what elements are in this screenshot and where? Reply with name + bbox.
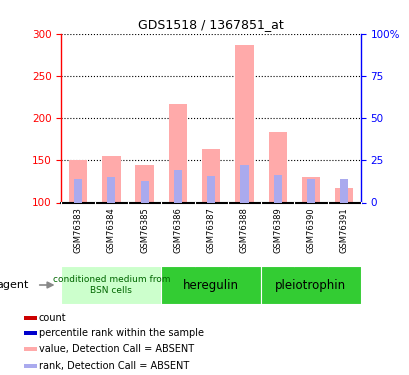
Bar [169, 104, 187, 202]
Bar [306, 179, 314, 203]
Text: conditioned medium from
BSN cells: conditioned medium from BSN cells [52, 275, 170, 295]
Bar [301, 177, 319, 203]
Bar [339, 179, 347, 203]
Bar [24, 363, 36, 368]
Text: GSM76386: GSM76386 [173, 208, 182, 254]
Text: GSM76387: GSM76387 [206, 208, 215, 254]
Bar [207, 176, 215, 203]
Text: GSM76385: GSM76385 [140, 208, 149, 254]
Text: GSM76383: GSM76383 [74, 208, 83, 254]
Text: pleiotrophin: pleiotrophin [275, 279, 346, 291]
Bar [69, 160, 87, 202]
Bar [107, 177, 115, 203]
Bar [334, 188, 353, 202]
Bar [74, 179, 82, 203]
Bar [261, 266, 360, 304]
Bar [240, 165, 248, 202]
Text: heregulin: heregulin [183, 279, 238, 291]
Bar [161, 266, 261, 304]
Bar [61, 266, 161, 304]
Bar [24, 331, 36, 335]
Bar [24, 347, 36, 351]
Bar [273, 175, 281, 202]
Text: agent: agent [0, 280, 28, 290]
Text: percentile rank within the sample: percentile rank within the sample [38, 328, 203, 338]
Bar [135, 165, 153, 202]
Text: value, Detection Call = ABSENT: value, Detection Call = ABSENT [38, 344, 193, 354]
Title: GDS1518 / 1367851_at: GDS1518 / 1367851_at [138, 18, 283, 31]
Bar [24, 316, 36, 320]
Bar [202, 149, 220, 202]
Bar [140, 181, 148, 203]
Bar [235, 45, 253, 203]
Text: GSM76390: GSM76390 [306, 208, 315, 253]
Bar [102, 156, 120, 203]
Text: GSM76388: GSM76388 [239, 208, 248, 254]
Text: GSM76389: GSM76389 [272, 208, 281, 254]
Text: GSM76391: GSM76391 [339, 208, 348, 253]
Bar [268, 132, 286, 202]
Text: rank, Detection Call = ABSENT: rank, Detection Call = ABSENT [38, 360, 189, 370]
Text: GSM76384: GSM76384 [107, 208, 116, 254]
Text: count: count [38, 313, 66, 322]
Bar [173, 170, 182, 202]
